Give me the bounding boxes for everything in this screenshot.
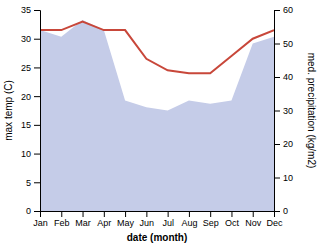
tick-label: 10 [21,149,31,159]
tick-mark [189,211,190,217]
axis-line [34,11,41,212]
tick: 0 [274,206,288,216]
tick-mark [274,144,280,145]
tick-label: Oct [225,218,240,228]
tick-label: Jan [33,218,48,228]
tick: 10 [274,173,293,183]
y2-axis: 0 10 20 30 40 50 60 [274,5,293,216]
tick-mark [34,125,40,126]
tick: Dec [266,211,283,228]
tick: Feb [54,211,70,228]
tick-label: 30 [21,34,31,44]
tick: Mar [75,211,91,228]
tick-label: 50 [283,39,293,49]
x-axis-title: date (month) [127,232,188,243]
tick-mark [274,111,280,112]
tick-mark [104,211,105,217]
tick-mark [34,67,40,68]
tick: 20 [274,139,293,149]
tick-label: 35 [21,5,31,15]
tick: Jul [162,211,174,228]
tick-label: 10 [283,173,293,183]
tick-label: 60 [283,5,293,15]
tick: Oct [225,211,240,228]
tick: Sep [203,211,219,228]
tick-label: Nov [245,218,262,228]
tick: 30 [274,106,293,116]
plot: JanFebMarAprMayJunJulAugSepOctNovDec0510… [3,5,317,243]
tick-label: Feb [54,218,70,228]
tick-mark [253,211,254,217]
tick-label: 20 [21,92,31,102]
tick-label: May [117,218,135,228]
tick: 40 [274,72,293,82]
y-axis-title: max temp (C) [3,80,14,141]
tick-mark [274,77,280,78]
tick-label: Jul [162,218,174,228]
tick-label: 20 [283,139,293,149]
tick: 25 [21,63,40,73]
y-axis: 0 5 10 15 20 25 30 35 [21,5,41,216]
tick: Jun [140,211,155,228]
tick-label: Sep [203,218,219,228]
tick-mark [34,182,40,183]
tick-mark [125,211,126,217]
precip-area [40,20,274,211]
chart-svg: JanFebMarAprMayJunJulAugSepOctNovDec0510… [0,0,318,247]
y2-axis-title: med. precipitation (kg/m2) [306,53,317,169]
tick-mark [34,96,40,97]
tick: Jan [33,211,48,228]
tick-mark [83,211,84,217]
tick-mark [34,211,40,212]
tick-label: Dec [266,218,283,228]
tick: 15 [21,120,40,130]
tick-label: Aug [181,218,197,228]
tick: 0 [26,206,40,216]
temp-line [40,21,274,73]
tick-mark [210,211,211,217]
tick-mark [34,154,40,155]
tick-label: Apr [97,218,111,228]
tick-label: 5 [26,178,31,188]
tick-mark [146,211,147,217]
tick-label: Jun [140,218,155,228]
tick-mark [274,44,280,45]
tick: 20 [21,92,40,102]
tick-mark [61,211,62,217]
x-axis: Jan Feb Mar Apr May Jun Jul Aug Sep Oct Nov Dec [33,211,283,228]
marks [40,20,274,211]
axis-line [41,212,275,218]
tick-mark [274,211,280,212]
axis-line [275,11,281,212]
tick-label: 30 [283,106,293,116]
tick-label: 40 [283,72,293,82]
tick-mark [168,211,169,217]
tick-mark [34,10,40,11]
tick-label: Mar [75,218,91,228]
tick-mark [231,211,232,217]
tick-label: 0 [283,206,288,216]
tick-label: 15 [21,120,31,130]
tick-label: 0 [26,206,31,216]
tick: 60 [274,5,293,15]
tick: 35 [21,5,40,15]
tick: 10 [21,149,40,159]
tick: 30 [21,34,40,44]
tick: May [117,211,135,228]
tick: Apr [97,211,111,228]
tick: 50 [274,39,293,49]
tick: 5 [26,178,40,188]
tick-mark [274,178,280,179]
tick-label: 25 [21,63,31,73]
chart-container: JanFebMarAprMayJunJulAugSepOctNovDec0510… [0,0,318,247]
tick: Aug [181,211,197,228]
tick: Nov [245,211,262,228]
tick-mark [34,39,40,40]
tick-mark [274,10,280,11]
